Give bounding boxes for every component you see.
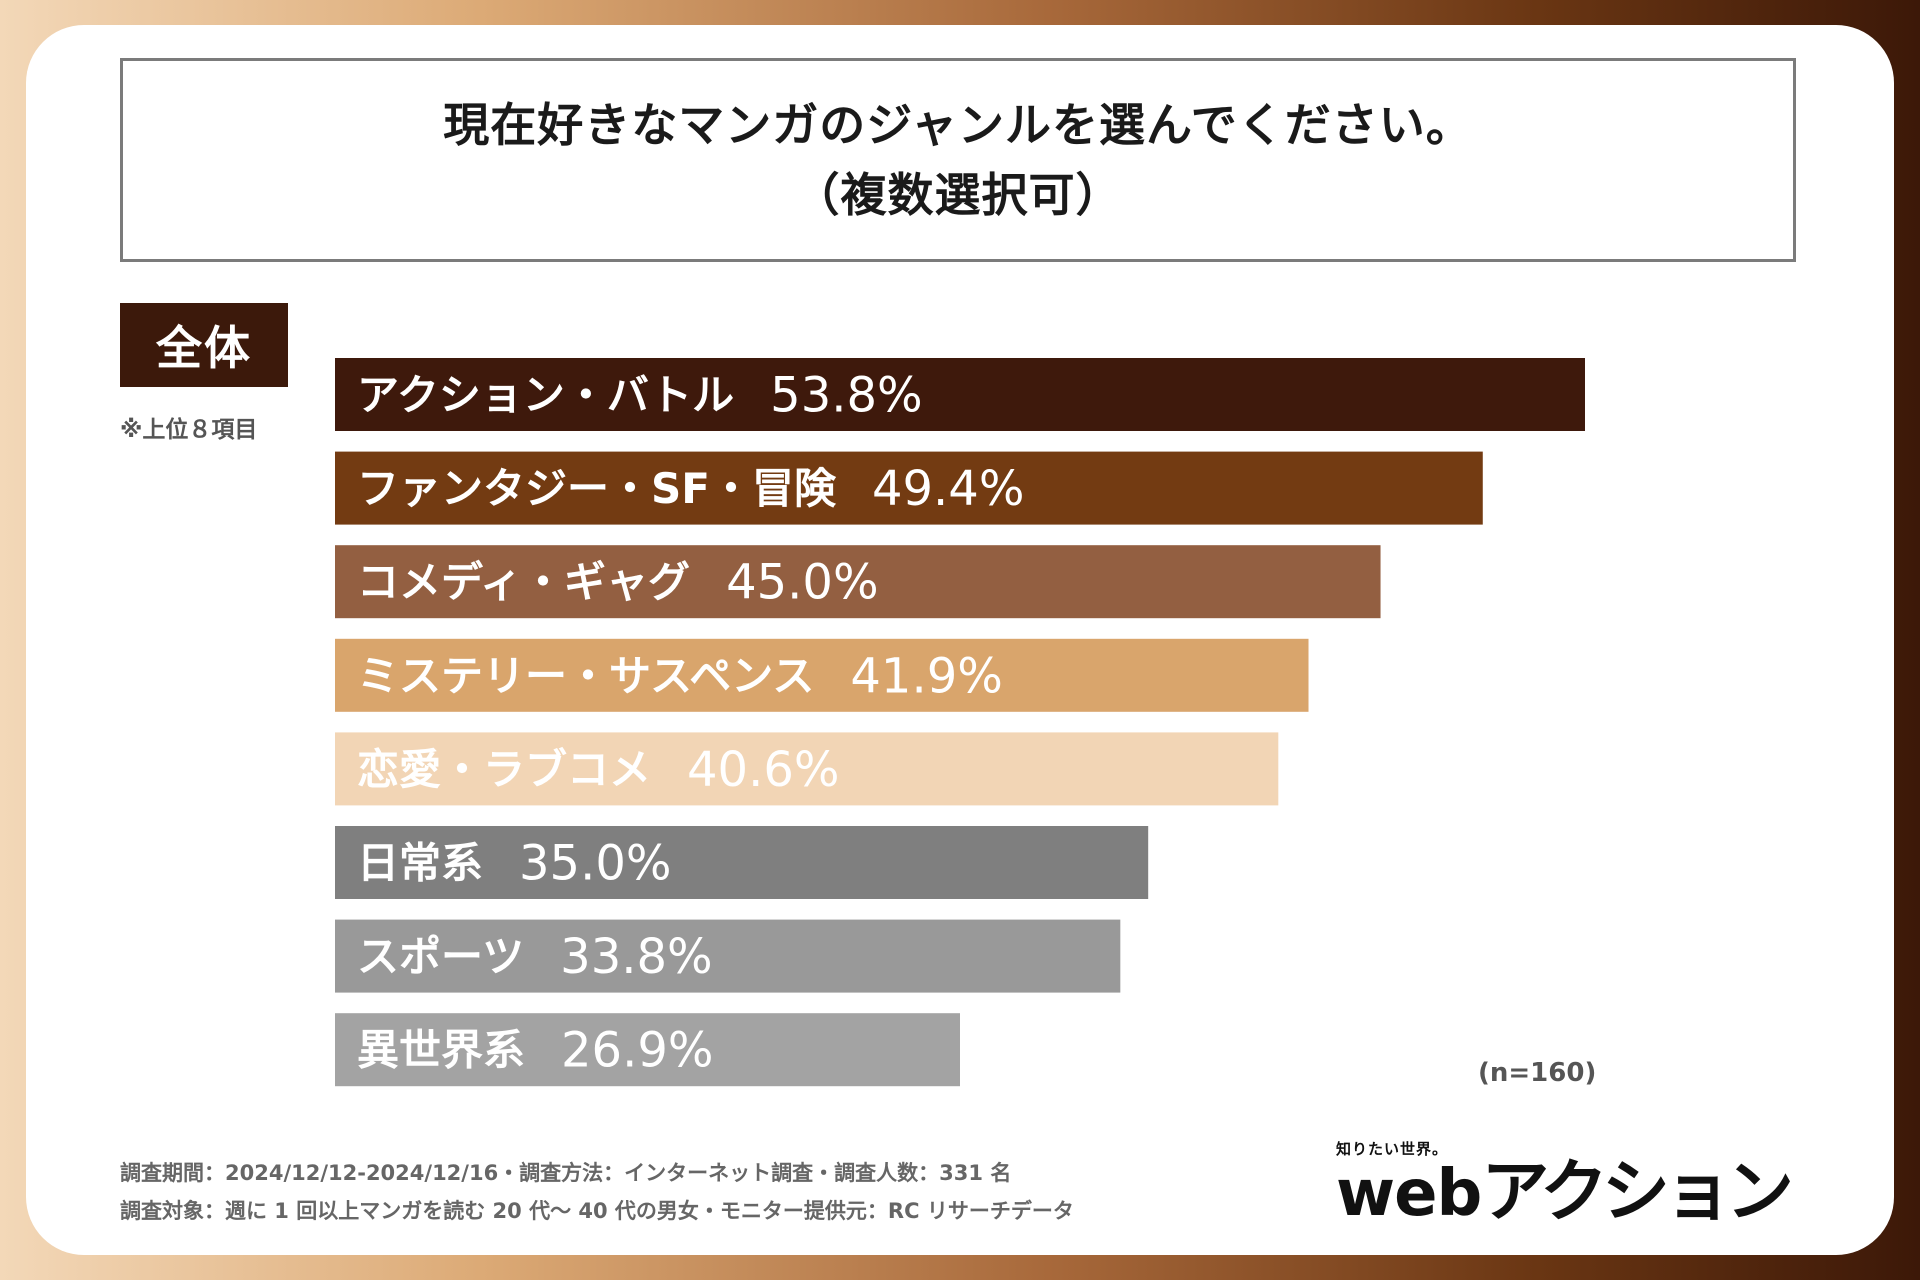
bar-value-4: 41.9%: [850, 648, 1002, 704]
bar-label-2: ファンタジー・SF・冒険: [357, 464, 837, 513]
bar-value-5: 40.6%: [687, 742, 839, 798]
bar-label-3: コメディ・ギャグ: [357, 558, 690, 607]
bar-3: [335, 545, 1381, 619]
bar-5: [335, 732, 1279, 806]
logo-tagline: 知りたい世界。: [1336, 1140, 1449, 1158]
bar-1: [335, 358, 1585, 431]
bar-value-7: 33.8%: [560, 929, 712, 985]
bar-label-6: 日常系: [357, 839, 483, 888]
web-action-logo: 知りたい世界。 webアクション: [1336, 1138, 1804, 1228]
logo-web-text: web: [1336, 1157, 1482, 1231]
logo-wordmark: webアクション: [1336, 1159, 1794, 1228]
question-title-line2: （複数選択可）: [793, 168, 1123, 222]
bar-4: [335, 638, 1309, 712]
survey-footer: 調査期間：2024/12/12-2024/12/16・調査方法：インターネット調…: [120, 1154, 1074, 1230]
section-label: 全体: [120, 303, 288, 387]
logo-name-text: アクション: [1481, 1153, 1794, 1232]
bar-value-3: 45.0%: [726, 555, 878, 611]
bar-label-5: 恋愛・ラブコメ: [357, 745, 651, 794]
sample-size-note: (n=160): [1478, 1058, 1597, 1088]
bar-value-1: 53.8%: [770, 368, 922, 424]
top-items-note: ※上位８項目: [120, 417, 258, 443]
bar-label-7: スポーツ: [357, 932, 524, 981]
bar-8: [335, 1013, 960, 1087]
bar-label-8: 異世界系: [357, 1026, 525, 1075]
bar-value-2: 49.4%: [872, 461, 1024, 517]
bar-7: [335, 919, 1121, 993]
survey-period-line: 調査期間：2024/12/12-2024/12/16・調査方法：インターネット調…: [120, 1161, 1012, 1185]
bar-label-1: アクション・バトル: [357, 371, 734, 420]
question-title-box: 現在好きなマンガのジャンルを選んでください。 （複数選択可）: [120, 58, 1796, 262]
bar-value-8: 26.9%: [561, 1023, 713, 1079]
bar-value-6: 35.0%: [519, 836, 671, 892]
bar-6: [335, 826, 1149, 899]
question-title-line1: 現在好きなマンガのジャンルを選んでください。: [443, 98, 1473, 152]
survey-target-line: 調査対象：週に 1 回以上マンガを読む 20 代〜 40 代の男女・モニター提供…: [120, 1199, 1074, 1223]
bar-2: [335, 451, 1483, 525]
bar-label-4: ミステリー・サスペンス: [357, 651, 814, 700]
